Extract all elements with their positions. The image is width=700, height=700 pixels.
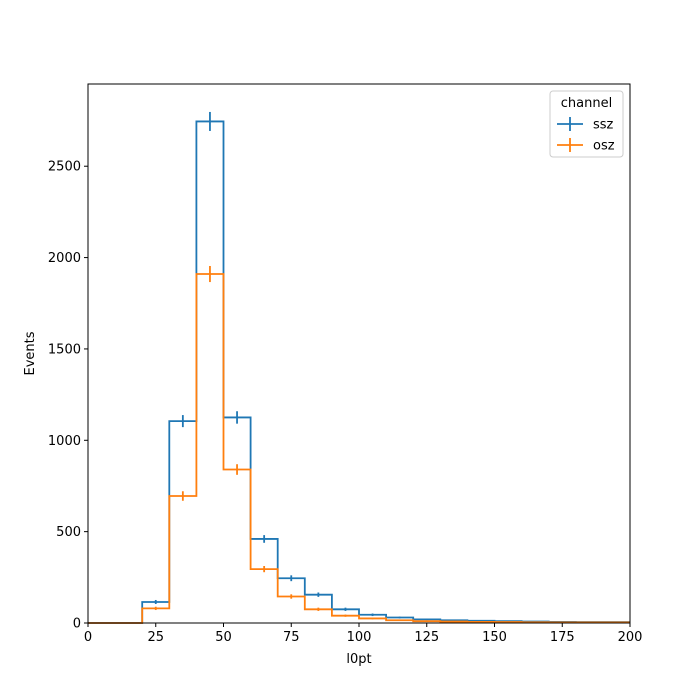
x-tick-label-0: 0	[84, 630, 92, 645]
y-tick-label-0: 0	[73, 617, 81, 632]
series-layer	[88, 111, 630, 624]
y-tick-label-2: 1000	[48, 434, 81, 449]
x-tick-label-4: 100	[347, 630, 372, 645]
y-tick-label-5: 2500	[48, 160, 81, 175]
x-tick-label-1: 25	[147, 630, 164, 645]
x-tick-label-8: 200	[618, 630, 643, 645]
x-tick-label-3: 75	[283, 630, 300, 645]
y-tick-label-3: 1500	[48, 342, 81, 357]
legend-entry-ssz: ssz	[557, 117, 614, 133]
plot-frame	[87, 83, 631, 624]
step-line-osz	[88, 273, 630, 624]
legend-label-ssz: ssz	[593, 118, 614, 133]
y-axis-label: Events	[23, 331, 38, 375]
legend: channel ssz osz	[549, 90, 624, 158]
x-tick-label-7: 175	[550, 630, 575, 645]
x-tick-label-5: 125	[414, 630, 439, 645]
legend-entry-osz: osz	[557, 138, 615, 154]
x-tick-label-6: 150	[482, 630, 507, 645]
x-tick-label-2: 50	[215, 630, 232, 645]
legend-box	[549, 90, 624, 158]
tick-layer: 0 25 50 75 100 125 150 175 200050010001500200025…	[48, 160, 643, 645]
legend-title: channel	[561, 96, 612, 111]
y-tick-label-1: 500	[56, 525, 81, 540]
y-tick-label-4: 2000	[48, 251, 81, 266]
legend-label-osz: osz	[593, 139, 615, 154]
x-axis-label: l0pt	[346, 652, 371, 667]
